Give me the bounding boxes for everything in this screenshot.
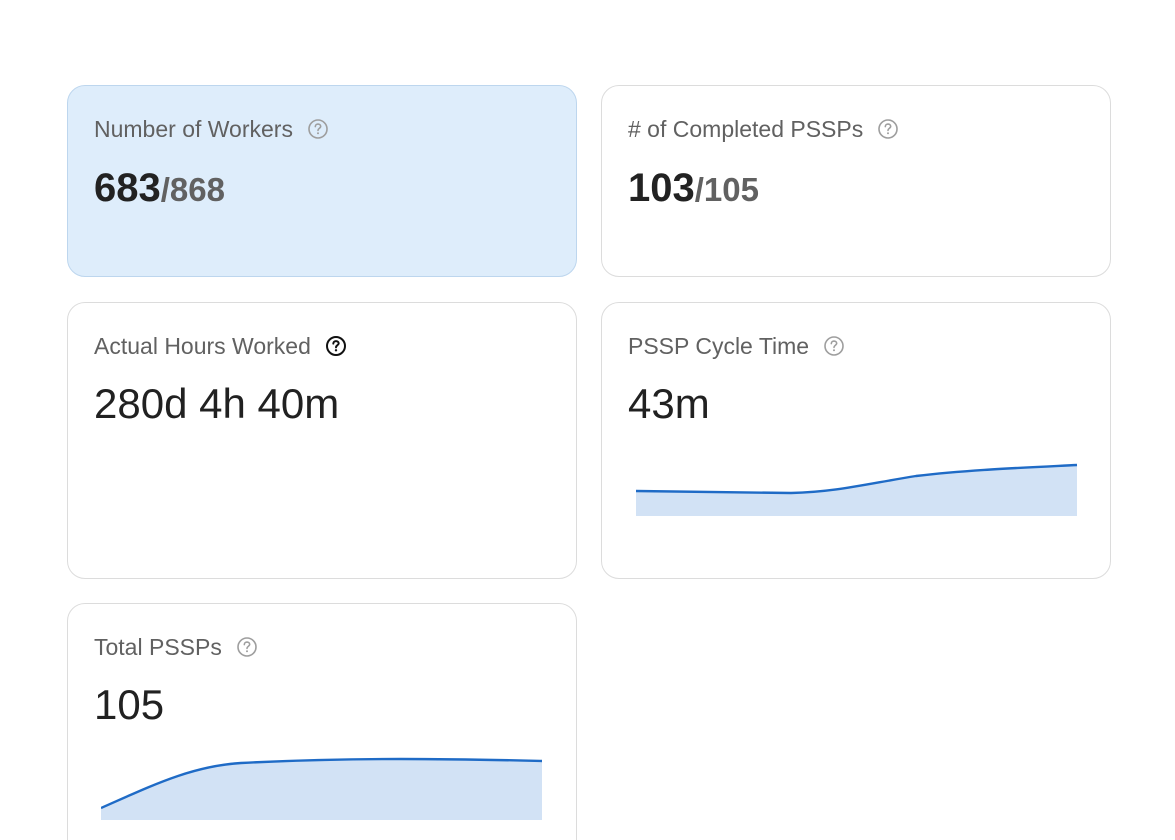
workers-count: 683 (94, 166, 161, 210)
hours-worked-card[interactable]: Actual Hours Worked 280d 4h 40m (67, 302, 577, 579)
total-sparkline-area (101, 759, 542, 820)
help-circle-icon[interactable] (877, 118, 899, 140)
total-card-title: Total PSSPs (94, 633, 222, 660)
hours-card-title: Actual Hours Worked (94, 332, 311, 359)
cycle-time-card[interactable]: PSSP Cycle Time 43m (601, 302, 1111, 579)
hours-card-header: Actual Hours Worked (94, 333, 347, 359)
help-circle-icon[interactable] (236, 636, 258, 658)
total-card-header: Total PSSPs (94, 634, 258, 660)
workers-card[interactable]: Number of Workers 683/868 (67, 85, 577, 277)
help-circle-icon[interactable] (325, 335, 347, 357)
cycle-sparkline-line (636, 463, 1078, 495)
completed-pssps-card[interactable]: # of Completed PSSPs 103/105 (601, 85, 1111, 277)
cycle-card-title: PSSP Cycle Time (628, 332, 810, 359)
workers-card-title: Number of Workers (94, 115, 293, 142)
cycle-card-header: PSSP Cycle Time (628, 333, 845, 359)
total-sparkline-line (101, 757, 543, 810)
cycle-time-sparkline (636, 463, 1078, 516)
hours-value: 280d 4h 40m (94, 380, 340, 427)
help-circle-icon[interactable] (823, 335, 845, 357)
cycle-value: 43m (628, 380, 710, 427)
workers-value: 683/868 (94, 168, 225, 208)
workers-total: /868 (160, 171, 225, 208)
completed-total: /105 (694, 171, 759, 208)
total-value: 105 (94, 681, 165, 728)
cycle-sparkline-area (636, 465, 1077, 516)
completed-card-header: # of Completed PSSPs (628, 116, 899, 142)
help-circle-icon[interactable] (307, 118, 329, 140)
completed-value: 103/105 (628, 168, 759, 208)
total-pssps-card[interactable]: Total PSSPs 105 (67, 603, 577, 840)
workers-card-header: Number of Workers (94, 116, 329, 142)
total-pssps-sparkline (101, 757, 543, 820)
completed-card-title: # of Completed PSSPs (628, 115, 864, 142)
completed-count: 103 (628, 166, 695, 210)
